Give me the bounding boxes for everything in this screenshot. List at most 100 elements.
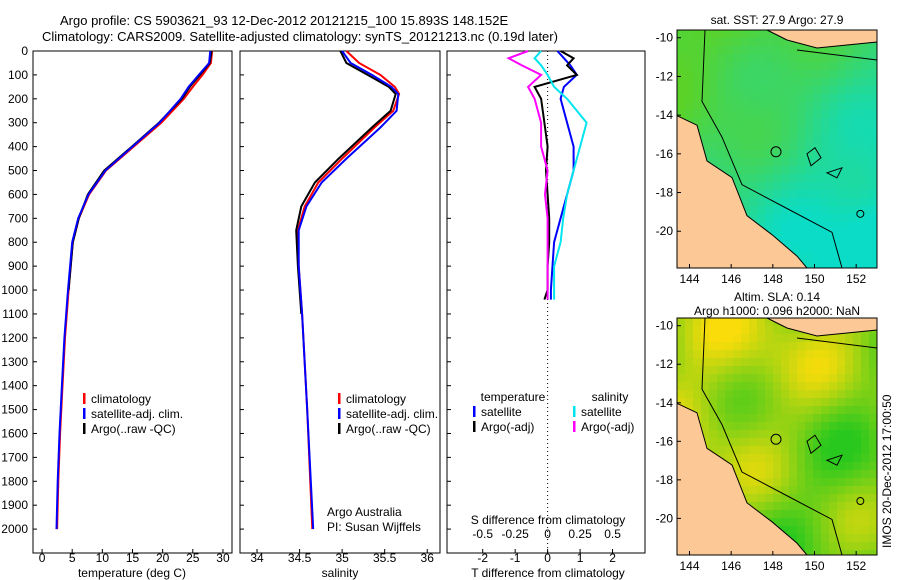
map-cell — [869, 262, 877, 268]
map-cell — [821, 542, 829, 550]
map-cell — [837, 238, 845, 246]
imos-timestamp: IMOS 20-Dec-2012 17:00:50 — [880, 394, 894, 548]
map-cell — [709, 398, 717, 406]
map-cell — [733, 422, 741, 430]
map-cell — [813, 54, 821, 62]
map-y-tick-label: -16 — [656, 147, 674, 161]
map-cell — [781, 374, 789, 382]
map-cell — [829, 350, 837, 358]
map-cell — [733, 382, 741, 390]
map-cell — [821, 478, 829, 486]
map-cell — [821, 262, 829, 268]
map-cell — [829, 158, 837, 166]
map-cell — [725, 326, 733, 334]
map-cell — [821, 182, 829, 190]
map-cell — [805, 166, 813, 174]
x-tick-label: 10 — [96, 551, 110, 565]
map-cell — [693, 102, 701, 110]
map-y-tick-label: -20 — [656, 511, 674, 525]
map-cell — [781, 382, 789, 390]
map-cell — [789, 126, 797, 134]
map-cell — [765, 30, 773, 38]
map-cell — [741, 342, 749, 350]
map-cell — [821, 414, 829, 422]
map-cell — [733, 150, 741, 158]
y-tick-label: 1400 — [1, 379, 28, 393]
map-cell — [853, 438, 861, 446]
map-cell — [709, 86, 717, 94]
map-cell — [869, 214, 877, 222]
map-cell — [749, 502, 757, 510]
map-cell — [709, 406, 717, 414]
x-tick-label: 35 — [335, 551, 349, 565]
map-cell — [693, 350, 701, 358]
map-cell — [821, 198, 829, 206]
map-cell — [749, 198, 757, 206]
map-cell — [853, 534, 861, 542]
map-cell — [741, 462, 749, 470]
map-cell — [773, 510, 781, 518]
map-cell — [813, 86, 821, 94]
map-cell — [685, 78, 693, 86]
map-cell — [773, 358, 781, 366]
map-cell — [725, 414, 733, 422]
map-cell — [829, 414, 837, 422]
map-cell — [741, 430, 749, 438]
map-cell — [837, 414, 845, 422]
map-cell — [829, 54, 837, 62]
map-cell — [853, 550, 861, 555]
map-cell — [829, 182, 837, 190]
map-cell — [781, 182, 789, 190]
station-marker — [856, 497, 865, 506]
map-cell — [861, 246, 869, 254]
map-cell — [869, 430, 877, 438]
map-cell — [805, 110, 813, 118]
map-cell — [757, 430, 765, 438]
map-y-tick-label: -16 — [656, 434, 674, 448]
map-cell — [749, 318, 757, 326]
map-cell — [789, 78, 797, 86]
map-cell — [829, 206, 837, 214]
map-cell — [789, 334, 797, 342]
map-cell — [741, 174, 749, 182]
map-cell — [725, 142, 733, 150]
map-cell — [773, 350, 781, 358]
map-cell — [805, 366, 813, 374]
map-cell — [749, 94, 757, 102]
map-cell — [829, 166, 837, 174]
map-cell — [749, 182, 757, 190]
map-cell — [805, 486, 813, 494]
map-frame — [676, 317, 878, 556]
sst-map — [676, 29, 878, 269]
map-cell — [725, 334, 733, 342]
map-cell — [837, 374, 845, 382]
map-cell — [829, 102, 837, 110]
map-cell — [765, 54, 773, 62]
map-cell — [677, 86, 685, 94]
map-cell — [725, 62, 733, 70]
map-cell — [709, 142, 717, 150]
map-x-tick-label: 150 — [804, 272, 824, 286]
map-cell — [789, 222, 797, 230]
map-cell — [853, 214, 861, 222]
map-cell — [765, 454, 773, 462]
map-x-tick-label: 148 — [763, 272, 783, 286]
map-cell — [701, 422, 709, 430]
map-cell — [733, 94, 741, 102]
legend-label: Argo(-adj) — [581, 420, 634, 434]
map-cell — [821, 422, 829, 430]
map-cell — [789, 438, 797, 446]
climatology-line — [56, 50, 214, 530]
map-cell — [725, 46, 733, 54]
map-cell — [837, 398, 845, 406]
map-cell — [861, 382, 869, 390]
map-cell — [757, 158, 765, 166]
map-cell — [821, 126, 829, 134]
map-cell — [725, 366, 733, 374]
map-cell — [693, 366, 701, 374]
map-cell — [853, 478, 861, 486]
x-tick-label: 36 — [421, 551, 435, 565]
map-cell — [853, 422, 861, 430]
map-cell — [789, 118, 797, 126]
map-cell — [733, 110, 741, 118]
